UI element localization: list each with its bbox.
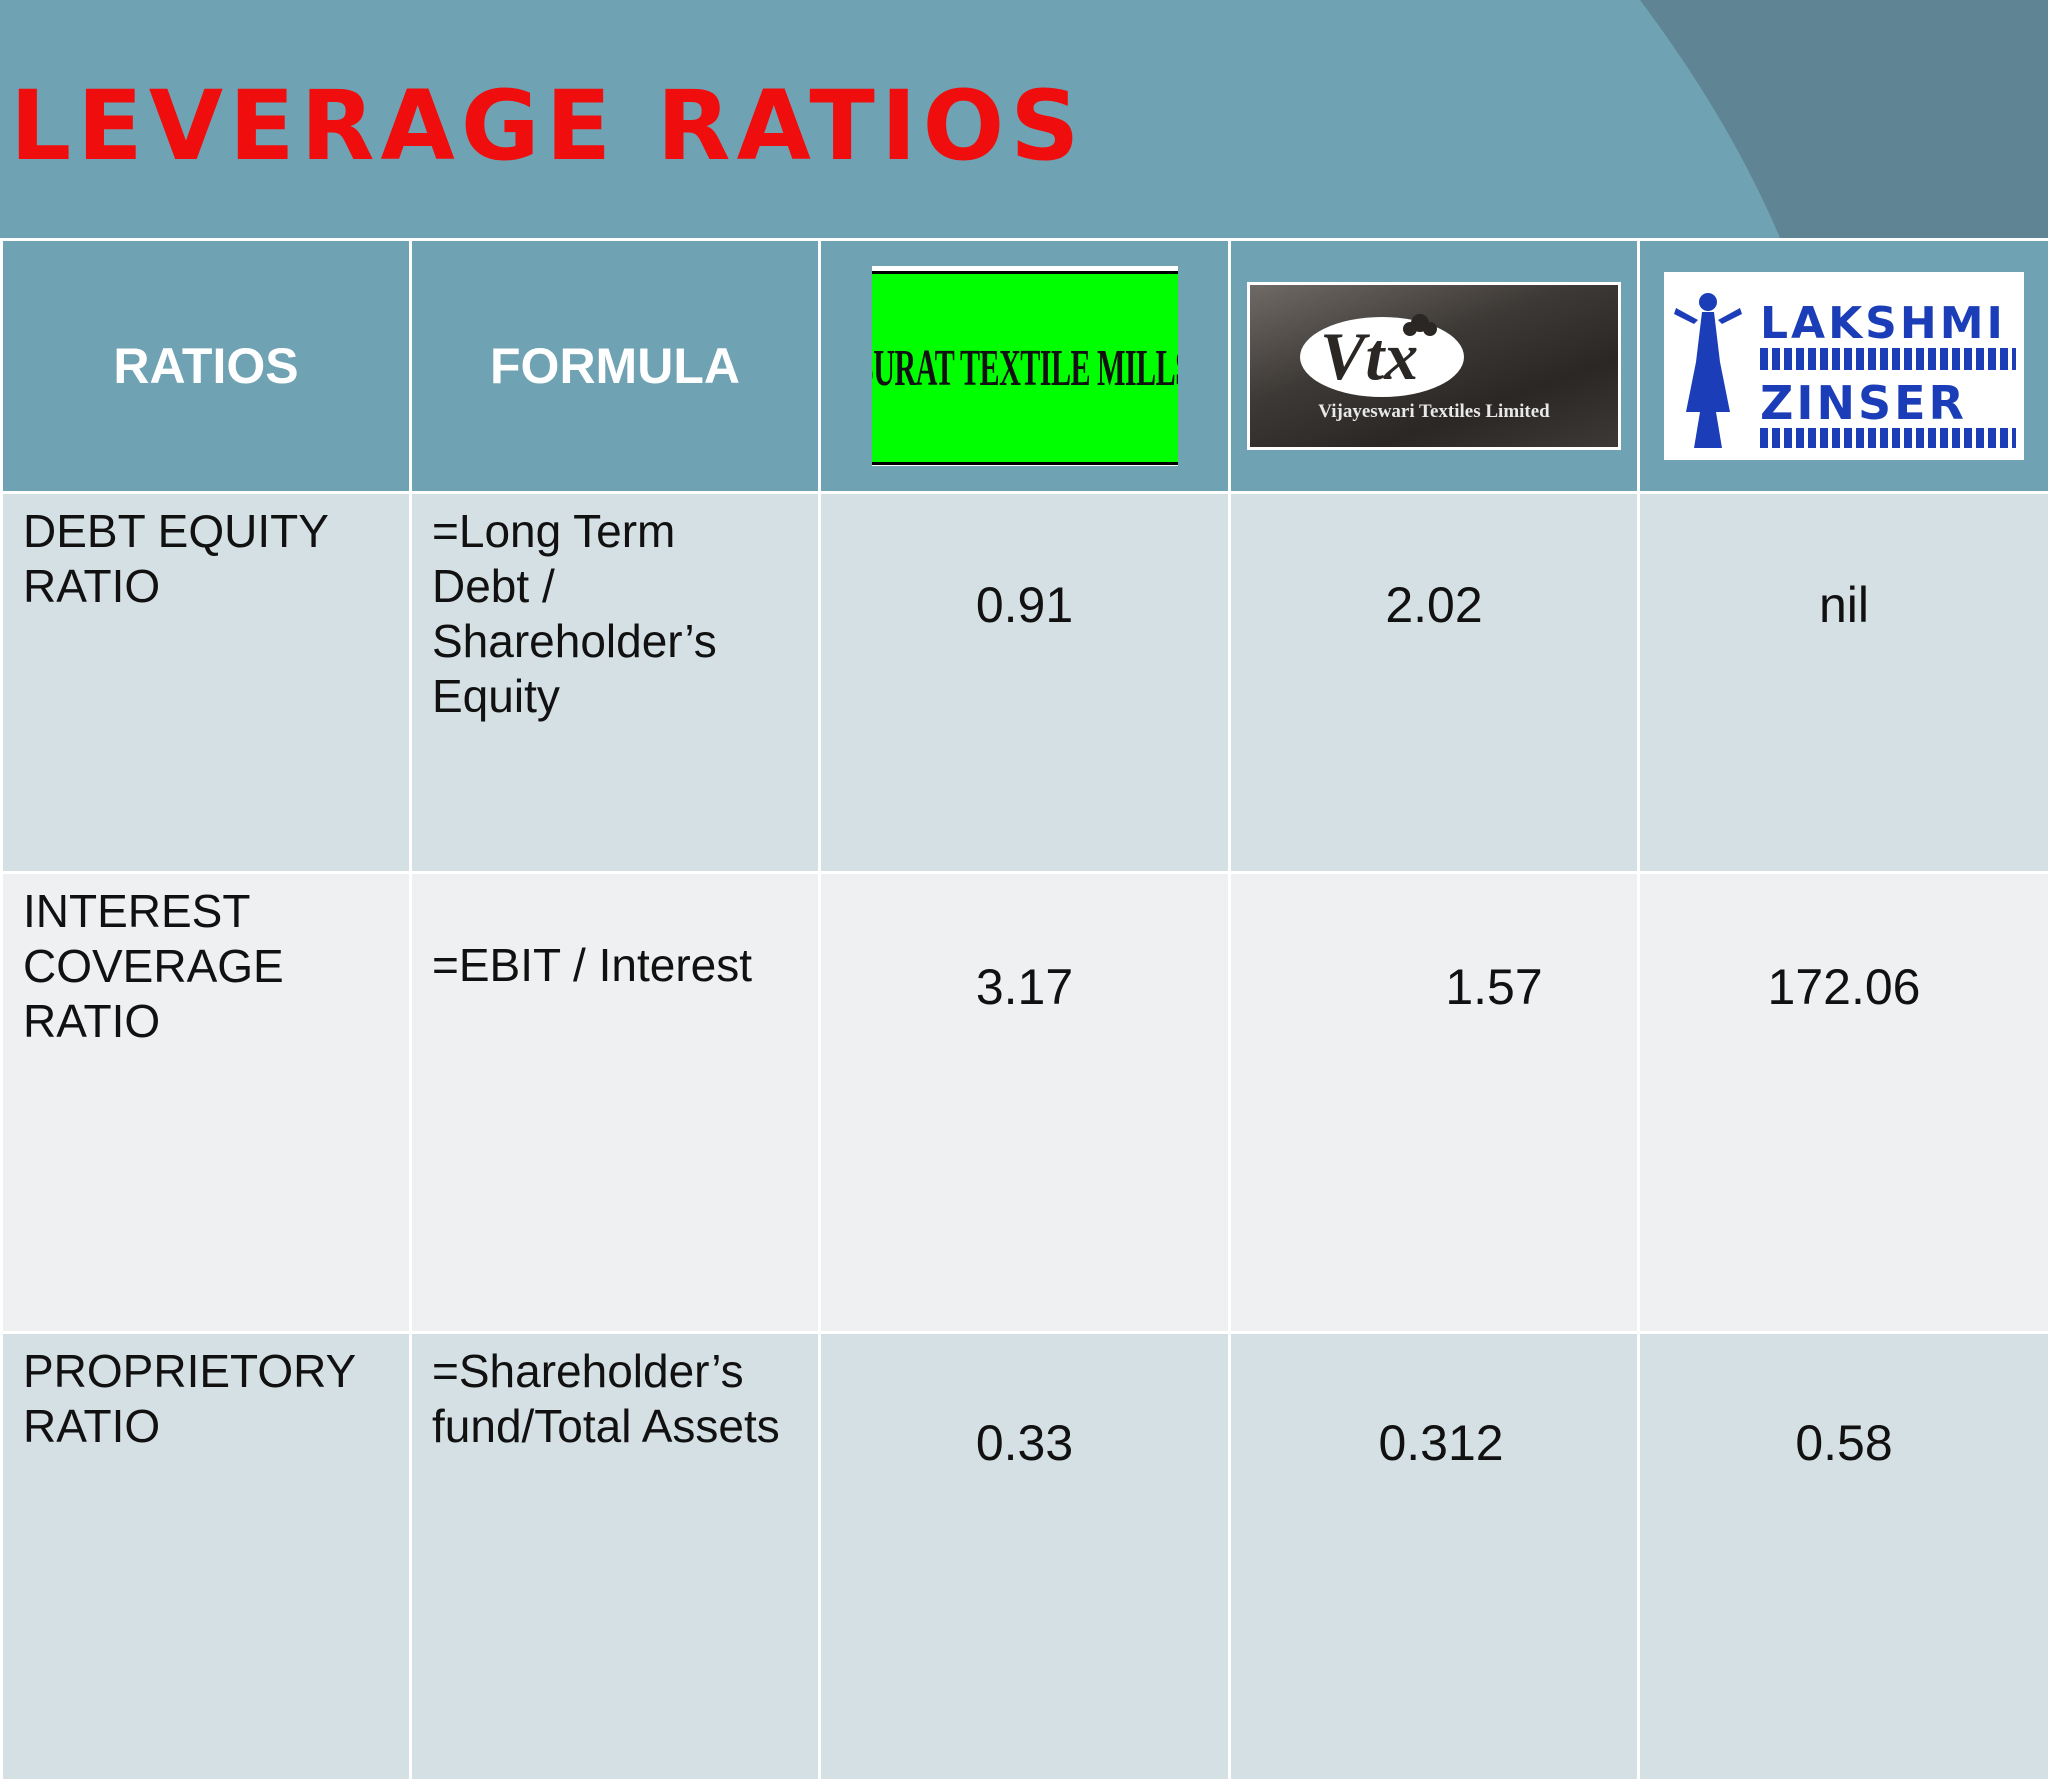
surat-logo-text: SURAT TEXTILE MILLS bbox=[872, 339, 1178, 398]
leverage-ratios-table: RATIOS FORMULA SURAT TEXTILE MILLS bbox=[0, 238, 2048, 1782]
vtx-logo: Vtx Vijayeswari Textiles Limited bbox=[1247, 282, 1621, 450]
slide: LEVERAGE RATIOS RATIOS FORMULA SURAT TEX… bbox=[0, 0, 2048, 1536]
header-ratios: RATIOS bbox=[2, 240, 411, 493]
header-surat-textile-mills: SURAT TEXTILE MILLS bbox=[820, 240, 1230, 493]
table-row: DEBT EQUITY RATIO =Long Term Debt / Shar… bbox=[2, 493, 2048, 873]
table-header-row: RATIOS FORMULA SURAT TEXTILE MILLS bbox=[2, 240, 2048, 493]
value-cell-vtx: 1.57 bbox=[1230, 873, 1639, 1333]
ratio-name-line: RATIO bbox=[23, 994, 391, 1049]
formula-line: Shareholder’s bbox=[432, 614, 800, 669]
lakshmi-logo-text: LAKSHMI bbox=[1760, 298, 2006, 349]
vtx-logo-caption: Vijayeswari Textiles Limited bbox=[1250, 401, 1618, 423]
surat-logo: SURAT TEXTILE MILLS bbox=[872, 266, 1178, 466]
ratio-name-line: RATIO bbox=[23, 1399, 391, 1454]
value-cell-lakshmi: 172.06 bbox=[1639, 873, 2048, 1333]
header-vijayeswari-textiles: Vtx Vijayeswari Textiles Limited bbox=[1230, 240, 1639, 493]
formula-line: =Shareholder’s bbox=[432, 1344, 800, 1399]
ratio-name-cell: DEBT EQUITY RATIO bbox=[2, 493, 411, 873]
ratio-name-line: COVERAGE bbox=[23, 939, 391, 994]
formula-line: =Long Term bbox=[432, 504, 800, 559]
ratio-name-cell: INTEREST COVERAGE RATIO bbox=[2, 873, 411, 1333]
value-cell-vtx: 2.02 bbox=[1230, 493, 1639, 873]
formula-cell: =Long Term Debt / Shareholder’s Equity bbox=[411, 493, 820, 873]
formula-line: fund/Total Assets bbox=[432, 1399, 800, 1454]
formula-cell: =Shareholder’s fund/Total Assets bbox=[411, 1333, 820, 1781]
lakshmi-logo: LAKSHMI ZINSER bbox=[1664, 272, 2024, 460]
slide-title: LEVERAGE RATIOS bbox=[10, 70, 1085, 182]
ratio-name-line: DEBT EQUITY bbox=[23, 504, 391, 559]
header-formula: FORMULA bbox=[411, 240, 820, 493]
formula-line: Equity bbox=[432, 669, 800, 724]
value-cell-vtx: 0.312 bbox=[1230, 1333, 1639, 1781]
zinser-logo-text: ZINSER bbox=[1760, 376, 1967, 430]
ratio-name-line: INTEREST bbox=[23, 884, 391, 939]
formula-line: Debt / bbox=[432, 559, 800, 614]
table-row: INTEREST COVERAGE RATIO =EBIT / Interest… bbox=[2, 873, 2048, 1333]
formula-cell: =EBIT / Interest bbox=[411, 873, 820, 1333]
value-cell-lakshmi: nil bbox=[1639, 493, 2048, 873]
formula-line: =EBIT / Interest bbox=[432, 938, 800, 993]
value-cell-surat: 3.17 bbox=[820, 873, 1230, 1333]
vtx-emblem-icon: Vtx bbox=[1292, 295, 1472, 405]
ratio-name-cell: PROPRIETORY RATIO bbox=[2, 1333, 411, 1781]
value-cell-surat: 0.33 bbox=[820, 1333, 1230, 1781]
value-cell-lakshmi: 0.58 bbox=[1639, 1333, 2048, 1781]
header-lakshmi-zinser: LAKSHMI ZINSER bbox=[1639, 240, 2048, 493]
value-cell-surat: 0.91 bbox=[820, 493, 1230, 873]
table-row: PROPRIETORY RATIO =Shareholder’s fund/To… bbox=[2, 1333, 2048, 1781]
ratio-name-line: RATIO bbox=[23, 559, 391, 614]
ratio-name-line: PROPRIETORY bbox=[23, 1344, 391, 1399]
